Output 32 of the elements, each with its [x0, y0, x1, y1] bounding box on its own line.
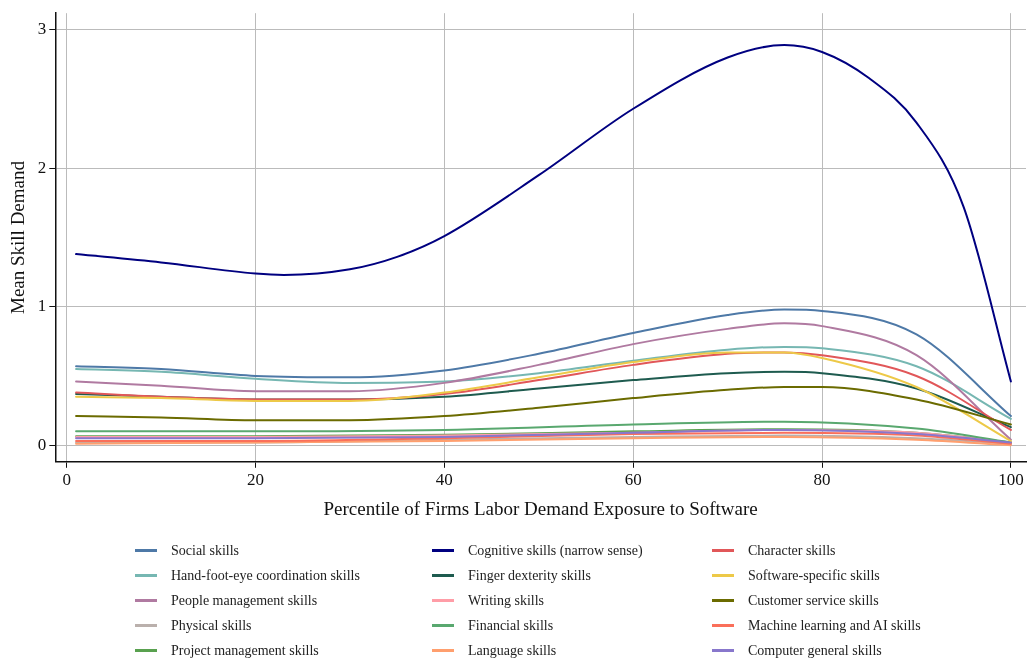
legend-label: Physical skills: [171, 617, 252, 634]
line-series: [75, 44, 1012, 383]
x-tick-label: 60: [624, 470, 642, 490]
x-tick-label: 0: [62, 470, 71, 490]
line-series: [75, 386, 1012, 426]
x-tick-label: 80: [813, 470, 831, 490]
legend-label: Machine learning and AI skills: [748, 617, 921, 634]
y-tick-label: 2: [37, 157, 47, 177]
legend-label: Computer general skills: [748, 642, 882, 659]
y-tick-label: 3: [37, 19, 47, 39]
legend-label: Social skills: [171, 542, 240, 559]
legend-label: Customer service skills: [748, 592, 879, 609]
legend-label: Software-specific skills: [748, 567, 880, 584]
x-tick-label: 20: [246, 470, 264, 490]
line-series: [75, 345, 1012, 420]
x-axis-title: Percentile of Firms Labor Demand Exposure to Software: [323, 497, 758, 519]
y-tick-label: 0: [37, 434, 47, 454]
x-tick-label: 100: [998, 470, 1024, 490]
legend-label: Cognitive skills (narrow sense): [468, 542, 643, 559]
legend-label: Hand-foot-eye coordination skills: [171, 567, 360, 584]
line-series: [75, 308, 1012, 418]
legend-label: Writing skills: [468, 592, 545, 609]
legend-label: Project management skills: [171, 642, 319, 659]
y-tick-label: 1: [37, 296, 47, 316]
legend-label: Financial skills: [468, 617, 554, 634]
x-tick-label: 40: [435, 470, 453, 490]
legend-label: Character skills: [748, 542, 836, 559]
legend-label: Language skills: [468, 642, 557, 659]
legend-label: People management skills: [171, 592, 318, 609]
line-series: [75, 322, 1012, 441]
legend-label: Finger dexterity skills: [468, 567, 591, 584]
y-axis-title: Mean Skill Demand: [7, 160, 29, 315]
